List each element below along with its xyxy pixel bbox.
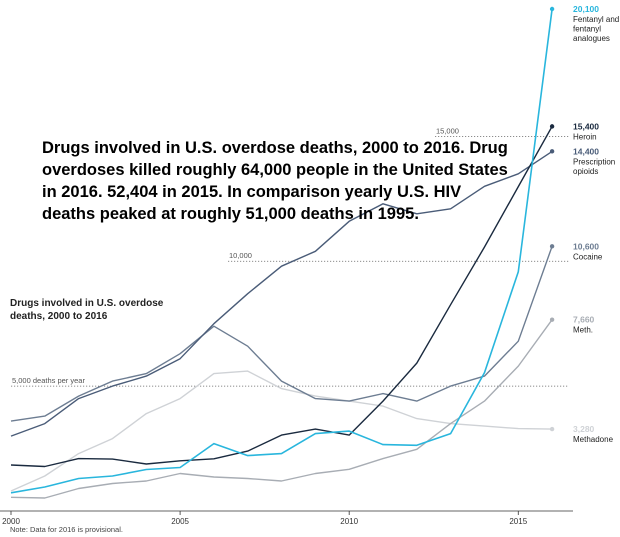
gridline-label: 10,000 bbox=[229, 251, 252, 260]
chart-note: Note: Data for 2016 is provisional. bbox=[10, 525, 123, 534]
gridline-label: 5,000 deaths per year bbox=[12, 376, 85, 385]
series-line-meth bbox=[10, 319, 553, 499]
series-end-value: 20,100 bbox=[573, 4, 599, 14]
series-end-name: Cocaine bbox=[573, 252, 603, 261]
series-end-point bbox=[549, 244, 555, 249]
series-end-name: fentanyl bbox=[573, 25, 601, 34]
series-end-value: 15,400 bbox=[573, 121, 599, 131]
series-end-value: 10,600 bbox=[573, 241, 599, 251]
series-layer bbox=[10, 6, 555, 499]
series-end-name: Prescription bbox=[573, 157, 615, 166]
series-end-point bbox=[549, 6, 555, 12]
series-line-cocaine bbox=[10, 246, 553, 422]
chart-title: Drugs involved in U.S. overdose deaths, … bbox=[10, 298, 164, 322]
series-end-name: analogues bbox=[573, 34, 610, 43]
x-tick-label: 2005 bbox=[171, 517, 189, 526]
overlay-title-annotation: Drugs involved in U.S. overdose deaths, … bbox=[42, 139, 508, 223]
series-end-point bbox=[549, 426, 555, 432]
x-tick-label: 2010 bbox=[340, 517, 358, 526]
series-line-methadone bbox=[10, 370, 553, 492]
gridline-label: 15,000 bbox=[436, 126, 459, 135]
x-axis: 2000 2005 2010 2015 bbox=[0, 510, 573, 526]
series-line-fentanyl-and-fentanyl-analogues bbox=[10, 8, 553, 494]
series-end-name: opioids bbox=[573, 167, 598, 176]
series-end-name: Methadone bbox=[573, 435, 614, 444]
series-end-name: Heroin bbox=[573, 132, 597, 141]
series-line-prescription-opioids bbox=[10, 150, 553, 437]
series-end-point bbox=[549, 317, 555, 322]
x-tick-label: 2000 bbox=[2, 517, 20, 526]
series-line-heroin bbox=[10, 126, 553, 468]
series-end-value: 3,280 bbox=[573, 424, 595, 434]
series-end-point bbox=[549, 124, 555, 129]
series-end-name: Meth. bbox=[573, 326, 593, 335]
series-end-name: Fentanyl and bbox=[573, 15, 619, 24]
x-tick-label: 2015 bbox=[509, 517, 527, 526]
series-end-point bbox=[549, 149, 555, 154]
series-end-value: 14,400 bbox=[573, 146, 599, 156]
series-end-value: 7,660 bbox=[573, 315, 595, 325]
